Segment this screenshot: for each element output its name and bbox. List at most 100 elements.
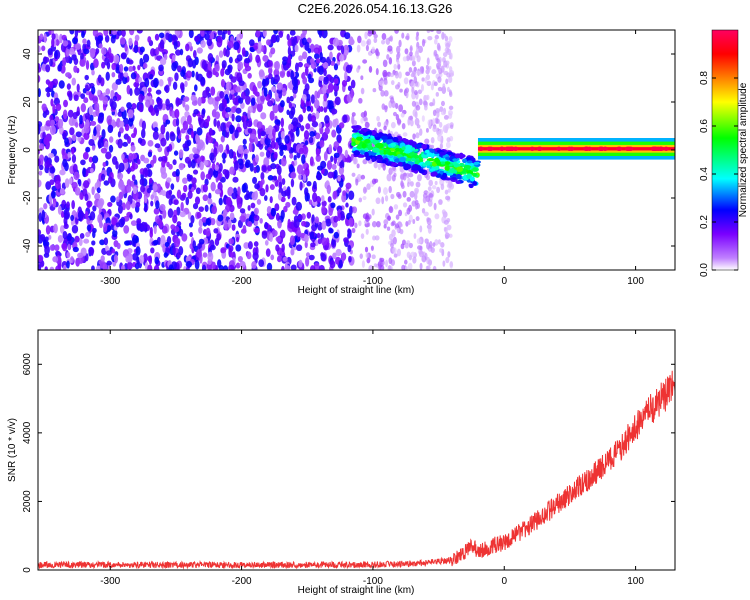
heatmap-cell	[357, 35, 362, 44]
heatmap-cell	[38, 179, 42, 188]
heatmap-cell	[126, 167, 131, 175]
heatmap-cell	[202, 194, 209, 202]
heatmap-cell	[124, 240, 131, 246]
snr-x-tick-label: -300	[100, 576, 120, 587]
heatmap-cell	[405, 71, 411, 76]
heatmap-cell	[72, 246, 79, 253]
heatmap-cell	[158, 64, 164, 72]
heatmap-cell	[71, 147, 75, 155]
heatmap-cell	[110, 101, 117, 111]
heatmap-cell	[162, 209, 167, 219]
heatmap-cell	[257, 41, 262, 51]
heatmap-cell	[147, 139, 154, 147]
heatmap-cell	[209, 152, 215, 161]
heatmap-cell	[223, 220, 228, 230]
heatmap-cell	[85, 146, 91, 153]
heatmap-cell	[309, 156, 314, 166]
heatmap-cell	[395, 214, 400, 220]
heatmap-cell	[79, 114, 83, 125]
heatmap-cell	[111, 71, 116, 78]
heatmap-cell	[119, 36, 126, 45]
heatmap-cell	[252, 176, 258, 184]
heatmap-cell	[368, 65, 373, 73]
heatmap-cell	[333, 78, 339, 85]
heatmap-cell	[131, 153, 138, 160]
heatmap-cell	[247, 221, 253, 227]
heatmap-cell	[66, 260, 70, 269]
heatmap-cell	[175, 168, 180, 177]
heatmap-plot-area	[38, 30, 675, 270]
heatmap-cell	[181, 233, 188, 242]
heatmap-cell	[285, 201, 291, 208]
heatmap-cell	[247, 127, 253, 134]
heatmap-cell	[254, 183, 260, 190]
heatmap-cell	[209, 244, 216, 251]
heatmap-cell	[435, 159, 441, 165]
heatmap-cell	[330, 155, 334, 163]
heatmap-cell	[445, 156, 451, 160]
heatmap-cell	[439, 170, 445, 175]
heatmap-cell	[154, 256, 160, 265]
heatmap-cell	[393, 204, 399, 210]
heatmap-cell	[414, 189, 419, 195]
heatmap-cell	[237, 186, 241, 196]
heatmap-cell	[213, 228, 219, 234]
heatmap-cell	[326, 160, 332, 170]
heatmap-cell	[159, 39, 165, 49]
heatmap-cell	[442, 33, 447, 38]
heatmap-cell	[206, 115, 211, 122]
heatmap-cell	[367, 30, 373, 35]
heatmap-cell	[394, 30, 399, 34]
heatmap-cell	[279, 71, 285, 78]
heatmap-cell	[453, 163, 461, 168]
heatmap-cell	[204, 30, 210, 34]
heatmap-cell	[361, 260, 365, 269]
heatmap-cell	[598, 146, 604, 151]
heatmap-cell	[419, 128, 423, 136]
heatmap-cell	[388, 233, 393, 241]
heatmap-cell	[86, 200, 93, 208]
heatmap-cell	[155, 47, 160, 56]
heatmap-cell	[205, 227, 211, 237]
heatmap-cell	[97, 74, 102, 84]
heatmap-cell	[139, 254, 145, 264]
heatmap-cell	[428, 193, 434, 198]
heatmap-cell	[187, 190, 193, 200]
heatmap-cell	[64, 178, 70, 189]
heatmap-cell	[269, 196, 273, 204]
heatmap-cell	[321, 237, 328, 246]
heatmap-cell	[77, 210, 84, 220]
heatmap-cell	[263, 87, 268, 97]
heatmap-cell	[221, 31, 226, 40]
heatmap-cell	[318, 75, 325, 81]
heatmap-cell	[332, 119, 337, 128]
heatmap-cell	[413, 76, 418, 84]
heatmap-cell	[275, 212, 280, 221]
heatmap-cell	[421, 143, 428, 150]
heatmap-cell	[78, 237, 83, 247]
heatmap-cell	[104, 142, 109, 148]
heatmap-cell	[73, 65, 78, 73]
heatmap-cell	[259, 151, 265, 157]
heatmap-y-tick-label: -40	[22, 238, 33, 253]
heatmap-cell	[354, 222, 358, 229]
heatmap-cell	[327, 44, 334, 51]
heatmap-cell	[309, 265, 316, 270]
heatmap-cell	[290, 248, 295, 256]
heatmap-cell	[421, 77, 425, 82]
heatmap-cell	[443, 115, 449, 120]
heatmap-cell	[54, 244, 60, 252]
heatmap-cell	[165, 32, 170, 41]
heatmap-cell	[421, 38, 426, 47]
heatmap-cell	[266, 262, 273, 270]
heatmap-cell	[315, 173, 323, 181]
heatmap-cell	[303, 63, 310, 69]
heatmap-cell	[92, 95, 99, 105]
heatmap-cell	[362, 159, 368, 165]
heatmap-cell	[127, 109, 134, 119]
heatmap-cell	[355, 136, 363, 141]
heatmap-cell	[437, 86, 443, 92]
heatmap-cell	[384, 195, 389, 202]
heatmap-cell	[66, 83, 71, 90]
heatmap-cell	[416, 70, 421, 76]
